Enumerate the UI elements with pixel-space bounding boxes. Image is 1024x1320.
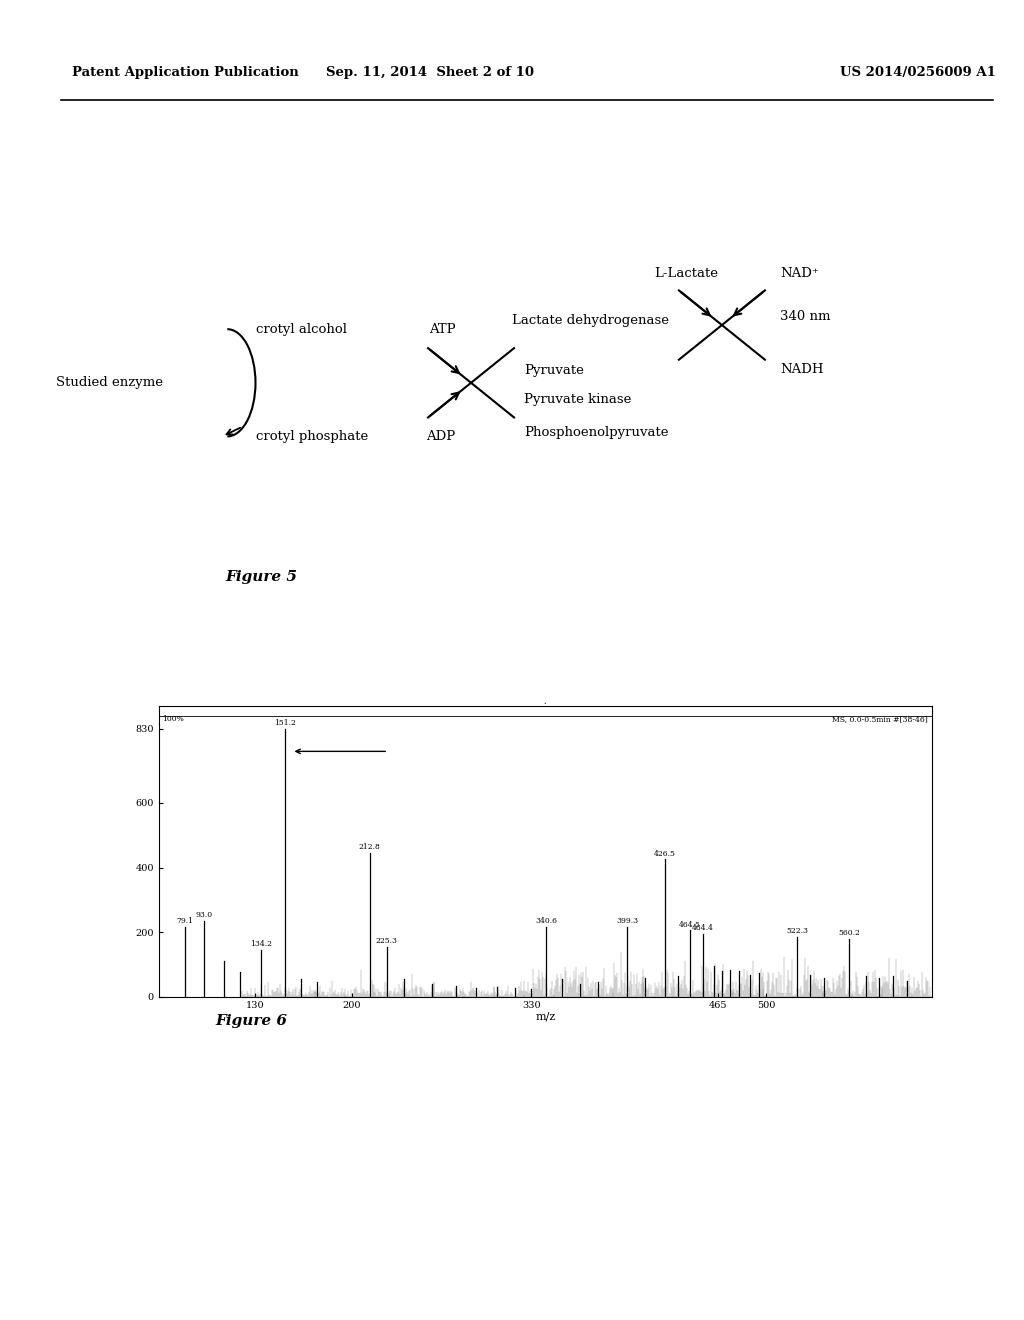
Text: 464.4: 464.4 — [692, 924, 714, 932]
Text: Phosphoenolpyruvate: Phosphoenolpyruvate — [524, 426, 669, 438]
Text: 79.1: 79.1 — [176, 917, 194, 925]
Text: Pyruvate: Pyruvate — [524, 364, 584, 378]
Text: 100%: 100% — [163, 715, 184, 723]
Text: 340 nm: 340 nm — [780, 310, 830, 323]
Text: US 2014/0256009 A1: US 2014/0256009 A1 — [840, 66, 995, 79]
Text: Figure 6: Figure 6 — [215, 1014, 287, 1028]
Text: crotyl phosphate: crotyl phosphate — [256, 430, 369, 444]
Text: Patent Application Publication: Patent Application Publication — [72, 66, 298, 79]
Text: Figure 5: Figure 5 — [225, 570, 297, 583]
Text: 426.5: 426.5 — [653, 850, 676, 858]
Text: 522.3: 522.3 — [786, 927, 808, 935]
X-axis label: m/z: m/z — [536, 1012, 555, 1022]
Text: 399.3: 399.3 — [616, 917, 638, 925]
Text: L-Lactate: L-Lactate — [654, 268, 718, 280]
Text: crotyl alcohol: crotyl alcohol — [256, 322, 347, 335]
Text: Pyruvate kinase: Pyruvate kinase — [524, 393, 632, 405]
Text: 225.3: 225.3 — [376, 937, 398, 945]
Text: NADH: NADH — [780, 363, 823, 376]
Text: ADP: ADP — [426, 430, 456, 444]
Text: Sep. 11, 2014  Sheet 2 of 10: Sep. 11, 2014 Sheet 2 of 10 — [326, 66, 535, 79]
Text: 212.8: 212.8 — [358, 843, 381, 851]
Text: 560.2: 560.2 — [839, 928, 860, 937]
Text: ATP: ATP — [429, 322, 456, 335]
Text: 134.2: 134.2 — [250, 940, 272, 948]
Text: 93.0: 93.0 — [196, 911, 213, 919]
Text: Studied enzyme: Studied enzyme — [56, 376, 163, 389]
Text: 464.5: 464.5 — [679, 920, 700, 928]
Text: MS, 0.0-0.5min #[38-46]: MS, 0.0-0.5min #[38-46] — [833, 715, 928, 723]
Text: NAD⁺: NAD⁺ — [780, 268, 819, 280]
Text: 151.2: 151.2 — [273, 719, 296, 727]
Text: 340.6: 340.6 — [536, 917, 557, 925]
Text: Lactate dehydrogenase: Lactate dehydrogenase — [512, 314, 669, 327]
